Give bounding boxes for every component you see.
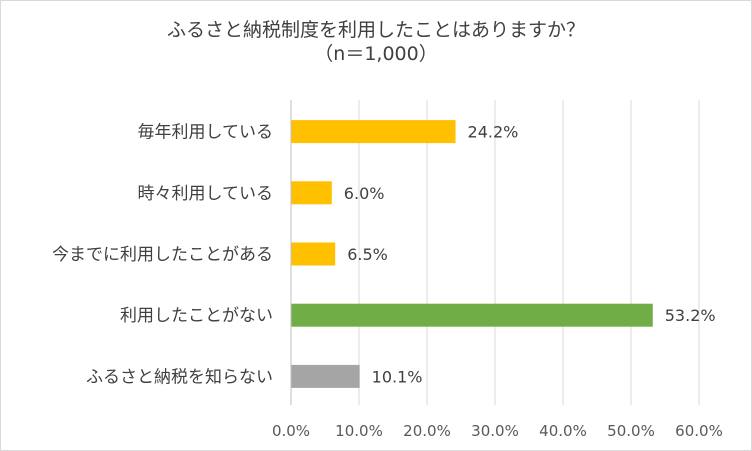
chart-subtitle: （n＝1,000） (314, 43, 438, 65)
data-label: 24.2% (468, 123, 519, 142)
chart-title: ふるさと納税制度を利用したことはありますか？ (166, 19, 585, 41)
bar (291, 242, 336, 266)
x-tick-label: 30.0% (471, 422, 519, 440)
category-label: 利用したことがない (120, 306, 273, 326)
data-label: 53.2% (665, 306, 716, 325)
category-label: 今までに利用したことがある (52, 245, 273, 265)
data-label: 6.0% (344, 184, 385, 203)
x-tick-label: 0.0% (272, 422, 310, 440)
x-tick-label: 40.0% (539, 422, 587, 440)
data-label: 6.5% (347, 245, 388, 264)
x-tick-label: 20.0% (403, 422, 451, 440)
x-tick-label: 60.0% (675, 422, 723, 440)
bar (291, 364, 360, 388)
x-tick-label: 10.0% (335, 422, 383, 440)
category-label: 毎年利用している (138, 123, 274, 143)
x-tick-label: 50.0% (607, 422, 655, 440)
data-label: 10.1% (372, 367, 423, 386)
chart-title-block: ふるさと納税制度を利用したことはありますか？ （n＝1,000） (0, 18, 752, 66)
category-label: ふるさと納税を知らない (86, 367, 273, 387)
bar (291, 303, 653, 327)
bar (291, 181, 332, 205)
bar (291, 120, 456, 144)
category-label: 時々利用している (138, 184, 274, 204)
